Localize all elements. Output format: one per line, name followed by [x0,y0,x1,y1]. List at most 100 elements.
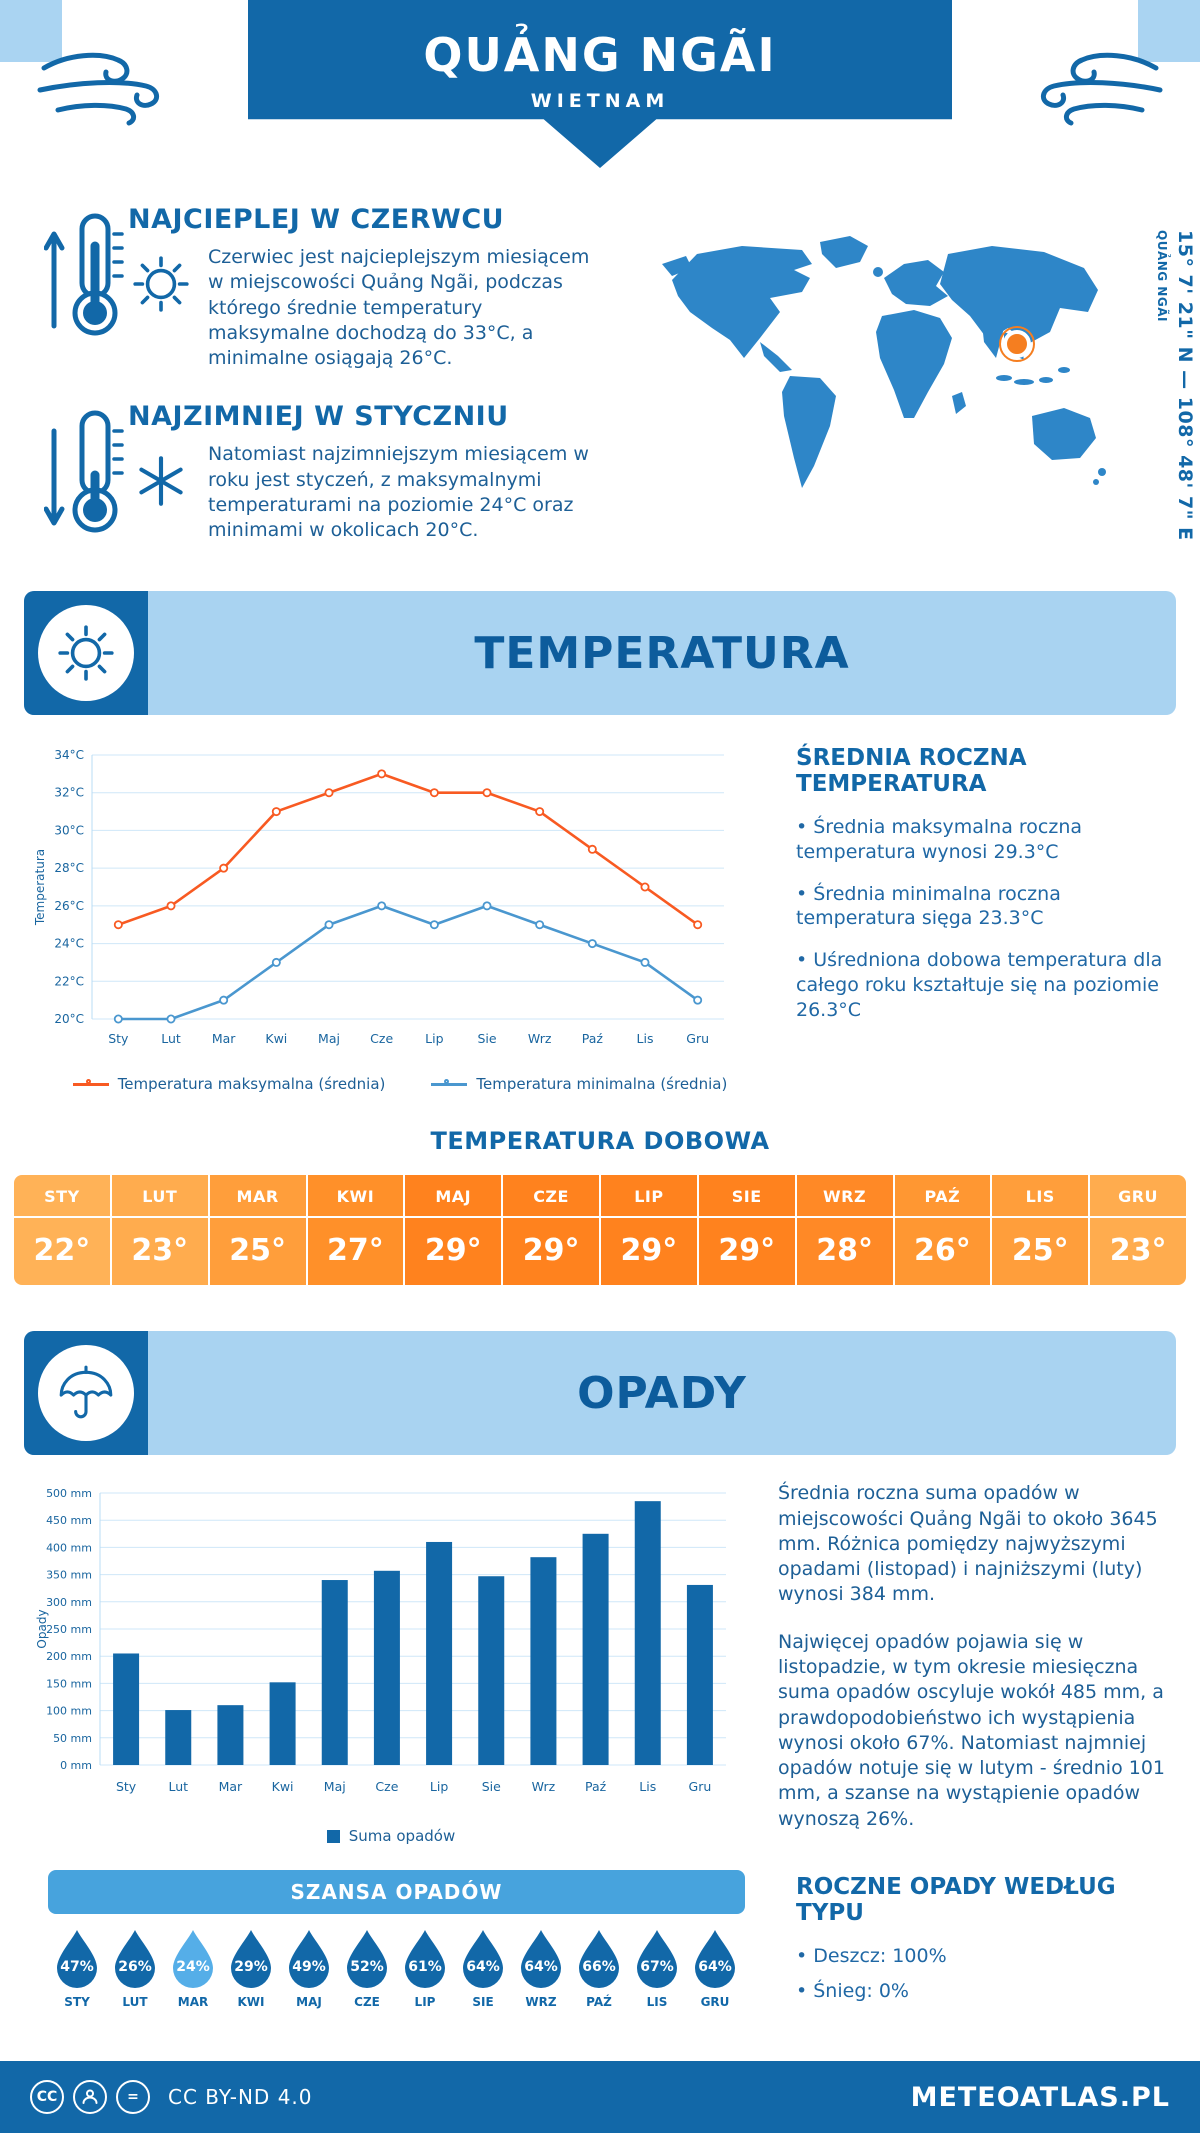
droplet-icon [405,1929,445,1988]
coldest-month-block: NAJZIMNIEJ W STYCZNIU Natomiast najzimni… [44,401,644,543]
precipitation-section-title: OPADY [577,1367,747,1419]
rain-chance-row: 47% STY 26% LUT 24% MAR 29% [48,1928,770,2009]
rain-chance-value: 49% [292,1958,326,1975]
daily-table-month: LUT [111,1175,208,1217]
thermometer-down-icon [44,410,124,533]
rain-chance-month: LUT [122,1994,148,2009]
rain-chance-droplet: 66% PAŹ [570,1928,628,2009]
cc-icon: CC [30,2080,64,2115]
daily-table-month: WRZ [796,1175,893,1217]
wind-icon [37,52,160,126]
rain-chance-value: 52% [350,1958,384,1975]
site-link[interactable]: METEOATLAS.PL [910,2081,1170,2113]
precipitation-chart-column: 0 mm 50 mm 100 mm 150 mm 200 mm 250 mm 300 mm 3… [30,1481,752,1853]
svg-text:Sty: Sty [108,1031,129,1046]
rain-chance-month: MAJ [296,1994,322,2009]
precipitation-banner-circle [38,1345,134,1442]
temperature-chart-column: 20°C 22°C 24°C 26°C 28°C 30°C 32°C 34°C Sty Lut Ma… [30,741,770,1093]
daily-table-value: 22° [14,1218,110,1286]
rain-chance-value: 26% [118,1958,152,1975]
precipitation-banner: OPADY [24,1331,1176,1456]
temperature-summary-title: ŚREDNIA ROCZNA TEMPERATURA [796,745,1027,798]
location-marker [999,326,1035,362]
warmest-heading: NAJCIEPLEJ W CZERWCU [128,204,505,235]
svg-text:500 mm: 500 mm [46,1487,92,1500]
daily-table-value: 29° [601,1218,697,1286]
svg-text:Paź: Paź [585,1779,607,1794]
precipitation-paragraph: Najwięcej opadów pojawia się w listopadz… [778,1630,1165,1830]
rain-chance-value: 64% [466,1958,500,1975]
daily-table-value: 26° [894,1218,991,1286]
droplet-icon [57,1929,97,1988]
droplet-icon [579,1929,619,1988]
temperature-summary-column: ŚREDNIA ROCZNA TEMPERATURA • Średnia mak… [770,741,1170,1093]
rain-chance-value: 64% [524,1958,558,1975]
warmest-month-block: NAJCIEPLEJ W CZERWCU Czerwiec jest najci… [44,204,644,371]
cc-license-icons[interactable]: CC = [30,2080,150,2115]
coldest-paragraph: Natomiast najzimniejszym miesiącem w rok… [208,443,589,542]
daily-table-month: GRU [1090,1175,1186,1217]
svg-text:Lip: Lip [425,1031,443,1046]
daily-table-value: 29° [503,1218,599,1286]
country-subtitle: WIETNAM [530,90,670,112]
precipitation-text-column: Średnia roczna suma opadów w miejscowośc… [752,1481,1170,1853]
greenland [820,236,868,268]
rain-chance-month: PAŹ [586,1994,612,2009]
droplet-icon [347,1929,387,1988]
rain-chance-droplet: 52% CZE [338,1928,396,2009]
intro-section: NAJCIEPLEJ W CZERWCU Czerwiec jest najci… [0,178,1200,579]
daily-table-month: LIP [601,1175,697,1217]
svg-text:Mar: Mar [212,1031,236,1046]
no-derivatives-icon: = [116,2080,150,2115]
svg-text:Temperatura: Temperatura [33,849,47,926]
daily-table-value: 25° [209,1218,306,1286]
svg-text:200 mm: 200 mm [46,1651,92,1664]
rain-chance-month: SIE [472,1994,494,2009]
svg-text:Sie: Sie [482,1779,501,1794]
temperature-banner: TEMPERATURA [24,591,1176,716]
svg-text:Opady: Opady [35,1610,49,1649]
svg-text:400 mm: 400 mm [46,1542,92,1555]
rain-type-title: ROCZNE OPADY WEDŁUG TYPU [796,1873,1116,1926]
corner-decoration-left [0,0,62,62]
daily-table-value: 23° [111,1218,208,1286]
svg-text:26°C: 26°C [54,899,84,913]
daily-table-value: 28° [796,1218,893,1286]
temperature-bullet: • Średnia maksymalna roczna temperatura … [796,816,1083,864]
daily-table-month: STY [14,1175,110,1217]
legend-item: Suma opadów [326,1827,455,1845]
svg-text:22°C: 22°C [54,975,84,989]
rain-chance-value: 29% [234,1958,268,1975]
sun-icon [133,256,189,312]
svg-text:350 mm: 350 mm [46,1569,92,1582]
map-coordinates: 15° 7' 21" N — 108° 48' 7" E [1174,230,1196,541]
legend-item: Temperatura maksymalna (średnia) [72,1075,385,1093]
daily-table-month: MAJ [405,1175,502,1217]
temperature-bullet: • Średnia minimalna roczna temperatura s… [796,882,1061,930]
svg-text:Kwi: Kwi [272,1779,294,1794]
droplet-icon [521,1929,561,1988]
temperature-section-title: TEMPERATURA [474,627,850,679]
svg-text:Sty: Sty [116,1779,137,1794]
daily-table-value: 29° [698,1218,795,1286]
svg-text:Wrz: Wrz [528,1031,552,1046]
world-map [662,236,1106,488]
svg-text:50 mm: 50 mm [53,1732,92,1745]
svg-text:Maj: Maj [318,1031,340,1046]
svg-text:Wrz: Wrz [532,1779,556,1794]
daily-table-month: PAŹ [894,1175,991,1217]
rain-chance-value: 24% [176,1958,210,1975]
umbrella-icon [59,1366,113,1419]
svg-text:Maj: Maj [324,1779,346,1794]
temperature-banner-circle [38,605,134,702]
daily-table-value: 25° [992,1218,1089,1286]
svg-text:30°C: 30°C [54,824,84,838]
svg-text:20°C: 20°C [54,1012,84,1026]
svg-text:Cze: Cze [370,1031,393,1046]
temperature-banner-icon-box [24,591,148,716]
intro-text-column: NAJCIEPLEJ W CZERWCU Czerwiec jest najci… [44,204,644,573]
daily-table-value: 27° [307,1218,404,1286]
daily-table-month: MAR [209,1175,306,1217]
rain-chance-month: LIP [414,1994,436,2009]
